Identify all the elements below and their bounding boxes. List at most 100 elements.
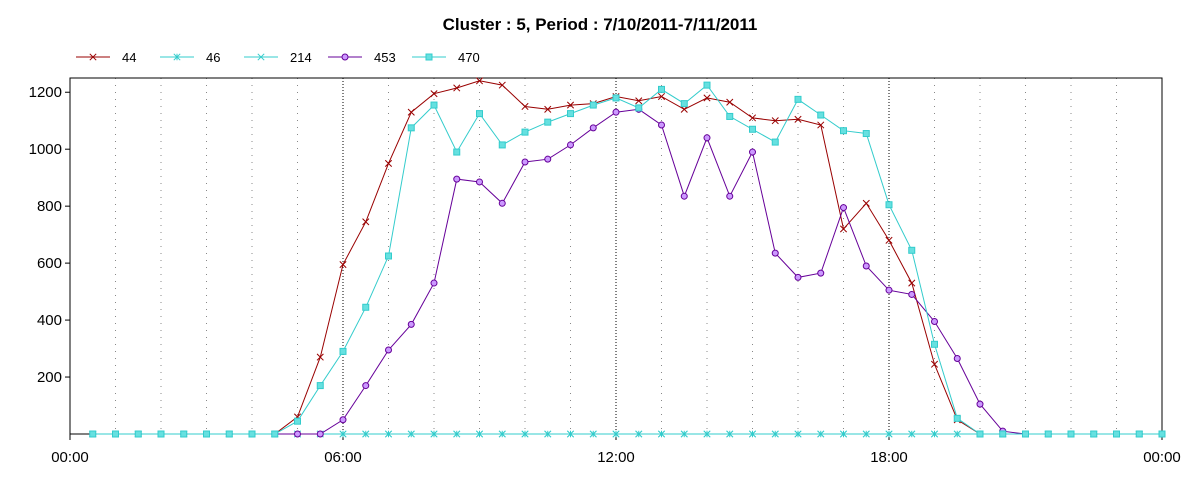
data-point xyxy=(544,430,552,438)
data-point xyxy=(385,252,392,260)
data-point xyxy=(657,430,666,438)
data-point xyxy=(658,121,665,129)
data-point xyxy=(498,430,506,438)
data-point xyxy=(885,236,893,244)
data-point xyxy=(840,204,847,212)
data-point xyxy=(521,102,529,111)
data-point xyxy=(475,77,484,85)
series-453 xyxy=(89,105,1166,438)
x-tick-label: 00:00 xyxy=(1143,449,1181,466)
marker-stroke xyxy=(475,77,484,85)
y-tick-label: 600 xyxy=(37,255,62,272)
data-point xyxy=(1090,430,1098,438)
marker-stroke xyxy=(862,430,870,438)
data-point xyxy=(1113,430,1120,438)
data-point xyxy=(498,141,506,149)
data-point xyxy=(703,134,711,142)
marker-stroke xyxy=(521,102,529,111)
data-point xyxy=(1067,430,1075,438)
marker-stroke xyxy=(908,279,916,287)
data-point xyxy=(817,269,825,277)
data-point xyxy=(612,430,620,438)
data-point xyxy=(885,286,893,294)
data-point xyxy=(544,105,552,113)
series-line xyxy=(92,80,1162,435)
data-point xyxy=(498,81,506,89)
data-point xyxy=(794,273,802,281)
marker-stroke xyxy=(680,430,688,438)
data-point xyxy=(908,430,916,438)
data-point xyxy=(817,121,825,129)
data-point xyxy=(817,430,825,438)
data-point xyxy=(976,400,984,408)
data-point xyxy=(89,53,97,61)
marker-stroke xyxy=(407,430,415,438)
data-point xyxy=(225,430,233,438)
legend-label: 44 xyxy=(122,50,136,65)
marker-stroke xyxy=(953,430,961,438)
marker-stroke xyxy=(339,260,347,269)
data-point xyxy=(840,127,847,135)
data-point xyxy=(953,414,961,422)
data-point xyxy=(1158,430,1166,438)
data-point xyxy=(384,159,393,167)
marker-stroke xyxy=(862,199,870,207)
data-point xyxy=(885,201,893,209)
data-point xyxy=(771,138,779,146)
marker-stroke xyxy=(89,53,97,61)
marker-stroke xyxy=(817,430,825,438)
data-point xyxy=(794,430,802,438)
data-point xyxy=(476,110,483,118)
marker-stroke xyxy=(498,81,506,89)
data-point xyxy=(703,94,711,102)
data-point xyxy=(339,347,347,355)
data-point xyxy=(817,111,825,119)
marker-stroke xyxy=(908,430,916,438)
marker-stroke xyxy=(885,430,893,438)
data-point xyxy=(362,303,370,311)
data-point xyxy=(726,430,734,438)
data-point xyxy=(294,417,301,425)
data-point xyxy=(726,112,734,120)
data-point xyxy=(612,94,620,102)
data-point xyxy=(680,100,688,108)
marker-stroke xyxy=(544,105,552,113)
marker-stroke xyxy=(384,430,393,438)
marker-stroke xyxy=(930,360,939,368)
marker-stroke xyxy=(257,53,265,61)
data-point xyxy=(566,430,575,438)
marker-stroke xyxy=(521,430,529,438)
data-point xyxy=(453,175,461,183)
data-point xyxy=(475,430,484,438)
data-point xyxy=(589,124,597,132)
marker-stroke xyxy=(635,97,643,105)
x-tick-label: 18:00 xyxy=(870,449,908,466)
legend-item: 453 xyxy=(328,50,396,65)
data-point xyxy=(839,225,848,233)
marker-stroke xyxy=(589,430,597,438)
marker-stroke xyxy=(771,430,779,438)
marker-stroke xyxy=(384,159,393,167)
data-point xyxy=(385,346,392,354)
marker-stroke xyxy=(316,353,324,361)
data-point xyxy=(180,430,188,438)
marker-stroke xyxy=(771,117,779,125)
data-point xyxy=(658,85,665,93)
marker-stroke xyxy=(498,430,506,438)
x-tick-label: 06:00 xyxy=(324,449,362,466)
marker-stroke xyxy=(703,94,711,102)
marker-stroke xyxy=(726,98,734,106)
data-point xyxy=(567,141,574,149)
series-44 xyxy=(89,77,1166,438)
data-point xyxy=(339,430,347,438)
data-point xyxy=(407,124,415,132)
legend-label: 453 xyxy=(374,50,396,65)
data-point xyxy=(726,98,734,106)
data-point xyxy=(612,108,620,116)
data-point xyxy=(430,90,438,98)
data-point xyxy=(1044,430,1052,438)
data-point xyxy=(680,430,688,438)
marker-stroke xyxy=(453,430,461,438)
data-point xyxy=(362,218,370,226)
plot-area xyxy=(89,77,1166,438)
